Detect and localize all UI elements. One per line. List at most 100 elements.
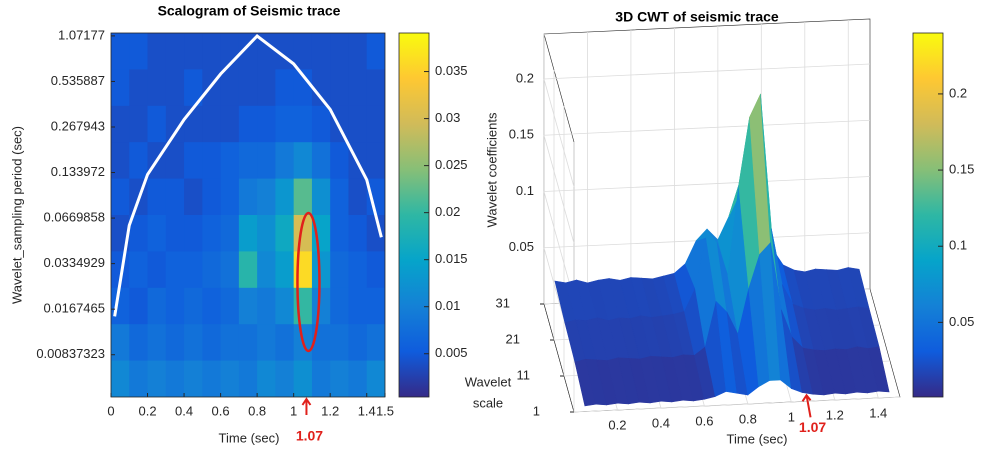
x-tick-label: 0.2 xyxy=(138,403,156,418)
grid-line xyxy=(543,119,871,136)
heatmap-cell xyxy=(220,178,240,216)
heatmap-cell xyxy=(111,324,130,362)
heatmap-cell xyxy=(366,105,385,143)
heatmap-cell xyxy=(220,215,240,252)
heatmap-cell xyxy=(202,178,222,216)
heatmap-cell xyxy=(147,324,167,362)
heatmap-cell xyxy=(257,287,276,325)
chart-title: Scalogram of Seismic trace xyxy=(158,3,341,19)
heatmap-cell xyxy=(184,215,203,252)
grid-line xyxy=(543,176,871,192)
heatmap-cell xyxy=(220,251,240,289)
annotation-arrow xyxy=(301,397,312,415)
heatmap-cell xyxy=(111,360,130,397)
colorbar-tick-label: 0.15 xyxy=(949,162,974,177)
heatmap-cell xyxy=(330,178,349,216)
z-axis-label: Wavelet coefficients xyxy=(484,112,499,227)
y-tick-label: 0.00837323 xyxy=(36,346,105,361)
heatmap-cell xyxy=(238,251,258,289)
heatmap-cell xyxy=(275,69,295,107)
heatmap-cell xyxy=(257,105,276,143)
heatmap-cell xyxy=(366,178,385,216)
heatmap-cell xyxy=(275,215,295,252)
heatmap-cell xyxy=(257,215,276,252)
colorbar-tick-label: 0.2 xyxy=(949,85,967,100)
heatmap-cell xyxy=(257,324,276,362)
y-tick-label: 0.133972 xyxy=(51,164,105,179)
colorbar xyxy=(398,32,430,398)
heatmap-cell xyxy=(165,251,185,289)
z-tick-label: 0.15 xyxy=(509,127,534,142)
heatmap-cell xyxy=(129,215,149,252)
x-tick-label: 1 xyxy=(290,403,297,418)
heatmap-cell xyxy=(147,360,167,397)
heatmap-cell xyxy=(165,105,185,143)
heatmap-cell xyxy=(238,69,258,107)
heatmap-cell xyxy=(257,142,276,180)
heatmap-cell xyxy=(220,360,240,397)
heatmap-cell xyxy=(330,287,349,325)
x-axis-label: Time (sec) xyxy=(219,430,280,445)
x-tick-label: 0 xyxy=(107,403,114,418)
y-tick-label: 11 xyxy=(517,367,531,382)
heatmap-cell xyxy=(275,360,295,397)
heatmap-cell xyxy=(257,178,276,216)
heatmap-cell xyxy=(129,33,149,70)
plot-frame xyxy=(110,32,386,398)
heatmap-cell xyxy=(111,178,130,216)
x-tick-label: 0.6 xyxy=(212,403,230,418)
heatmap-cell xyxy=(311,142,331,180)
heatmap-cell xyxy=(165,142,185,180)
heatmap-cell xyxy=(238,178,258,216)
heatmap-cell xyxy=(348,324,368,362)
heatmap-cell xyxy=(202,215,222,252)
chart-title: 3D CWT of seismic trace xyxy=(615,9,779,25)
y-tick-label: 0.535887 xyxy=(51,73,105,88)
heatmap-cell xyxy=(311,33,331,70)
heatmap-cell xyxy=(111,33,130,70)
colorbar-tick-label: 0.1 xyxy=(949,238,967,253)
x-tick-label: 1.5 xyxy=(376,403,394,418)
heatmap-cell xyxy=(330,215,349,252)
heatmap-cell xyxy=(366,69,385,107)
heatmap-cell xyxy=(366,33,385,70)
heatmap-cell xyxy=(111,142,130,180)
heatmap-cell xyxy=(220,324,240,362)
heatmap-cell xyxy=(129,69,149,107)
heatmap-cell xyxy=(293,69,313,107)
heatmap-cell xyxy=(348,360,368,397)
annotation: 1.07 xyxy=(296,428,323,444)
heatmap-cell xyxy=(220,69,240,107)
heatmap-cell xyxy=(257,251,276,289)
x-tick-label: 0.4 xyxy=(652,415,670,430)
heatmap-cell xyxy=(330,251,349,289)
heatmap-cell xyxy=(129,251,149,289)
heatmap-cell xyxy=(293,105,313,143)
heatmap-cell xyxy=(184,142,203,180)
z-tick-label: 0.2 xyxy=(516,70,534,85)
colorbar-tick-label: 0.03 xyxy=(435,110,460,125)
heatmap-cell xyxy=(129,287,149,325)
surface-patch xyxy=(867,346,890,393)
heatmap-cell xyxy=(311,105,331,143)
grid-line xyxy=(543,191,575,300)
heatmap-cell xyxy=(202,287,222,325)
x-tick-label: 1 xyxy=(788,409,795,424)
heatmap-cell xyxy=(330,69,349,107)
heatmap-cell xyxy=(220,142,240,180)
heatmap-cell xyxy=(257,360,276,397)
heatmap-cell xyxy=(165,287,185,325)
heatmap-cell xyxy=(311,251,331,289)
y-tick-label: 0.0669858 xyxy=(44,210,105,225)
heatmap-cell xyxy=(202,324,222,362)
heatmap-cell xyxy=(129,142,149,180)
heatmap-cell xyxy=(275,178,295,216)
y-tick-label: 0.267943 xyxy=(51,118,105,133)
cone-of-influence xyxy=(113,33,383,317)
heatmap-cell xyxy=(348,105,368,143)
heatmap-cell xyxy=(348,287,368,325)
y-tick-label: 0.0334929 xyxy=(44,255,105,270)
heatmap-cell xyxy=(202,142,222,180)
y-tick-label: 0.0167465 xyxy=(44,301,105,316)
y-tick-label: 1 xyxy=(533,403,540,418)
